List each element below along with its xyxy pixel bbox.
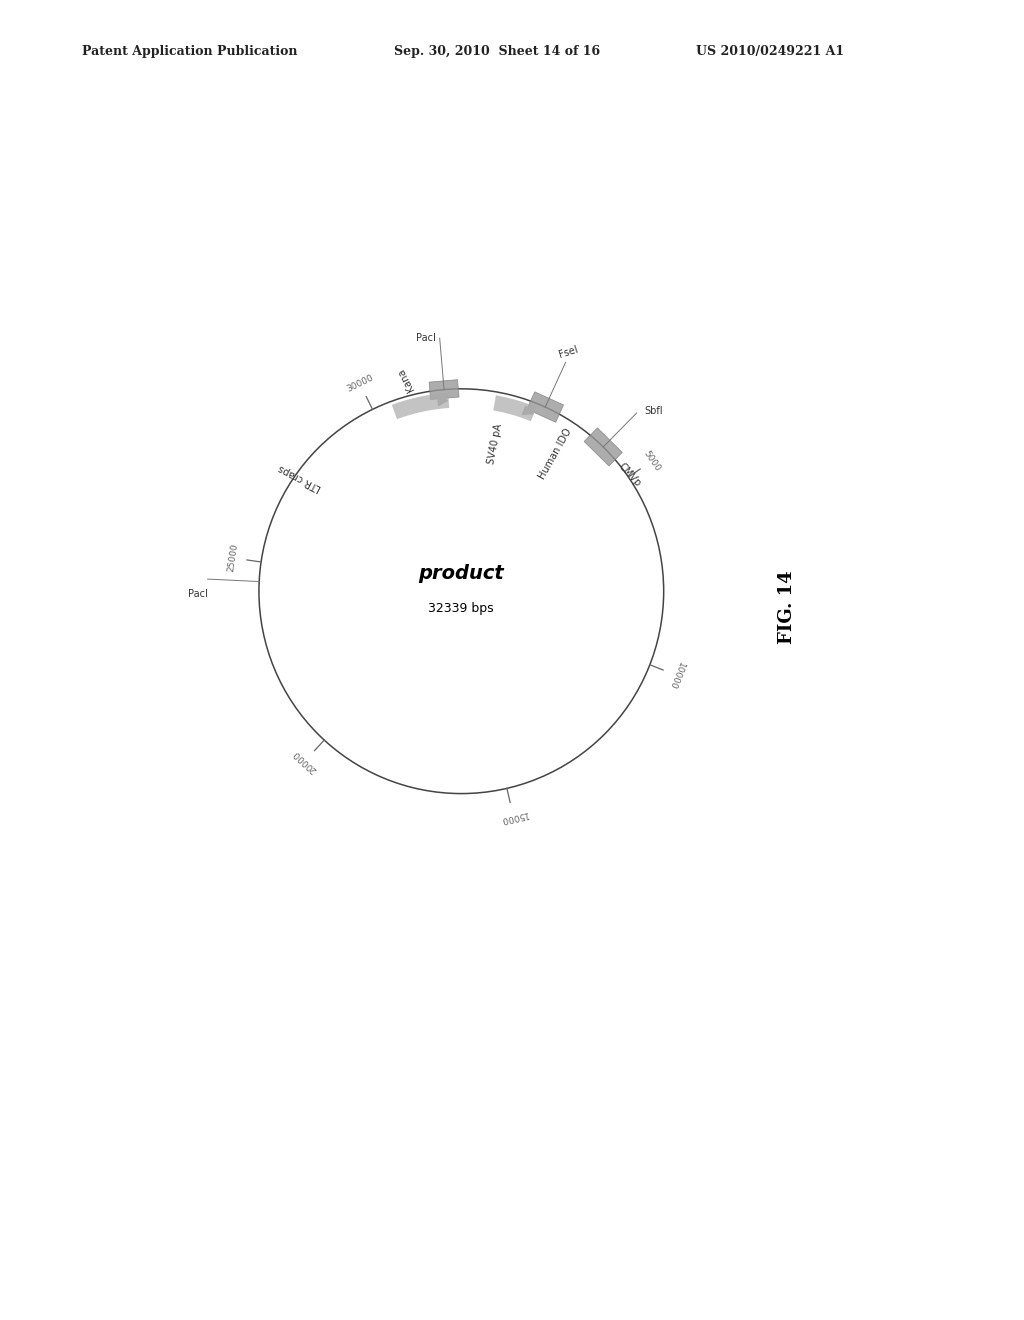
Text: SbfI: SbfI	[644, 407, 664, 416]
Text: FseI: FseI	[557, 345, 579, 360]
Polygon shape	[584, 428, 623, 466]
Text: FIG. 14: FIG. 14	[777, 570, 796, 644]
Text: Sep. 30, 2010  Sheet 14 of 16: Sep. 30, 2010 Sheet 14 of 16	[394, 45, 600, 58]
Text: 20000: 20000	[291, 748, 318, 774]
Text: 32339 bps: 32339 bps	[428, 602, 495, 615]
Text: product: product	[419, 564, 504, 583]
Text: 15000: 15000	[499, 809, 528, 824]
Text: PacI: PacI	[187, 589, 208, 598]
Text: 30000: 30000	[345, 374, 375, 395]
Text: 10000: 10000	[667, 660, 686, 690]
Text: LTR craps: LTR craps	[278, 462, 324, 492]
Polygon shape	[526, 392, 563, 422]
Text: Patent Application Publication: Patent Application Publication	[82, 45, 297, 58]
Text: CMVp: CMVp	[616, 461, 642, 488]
Text: US 2010/0249221 A1: US 2010/0249221 A1	[696, 45, 845, 58]
Text: SV40 pA: SV40 pA	[486, 422, 504, 465]
Text: 25000: 25000	[226, 543, 240, 573]
Text: Kana: Kana	[395, 366, 416, 392]
Text: PacI: PacI	[416, 333, 435, 343]
Text: 5000: 5000	[642, 449, 663, 473]
Text: Human IDO: Human IDO	[538, 426, 574, 480]
Polygon shape	[429, 380, 459, 400]
